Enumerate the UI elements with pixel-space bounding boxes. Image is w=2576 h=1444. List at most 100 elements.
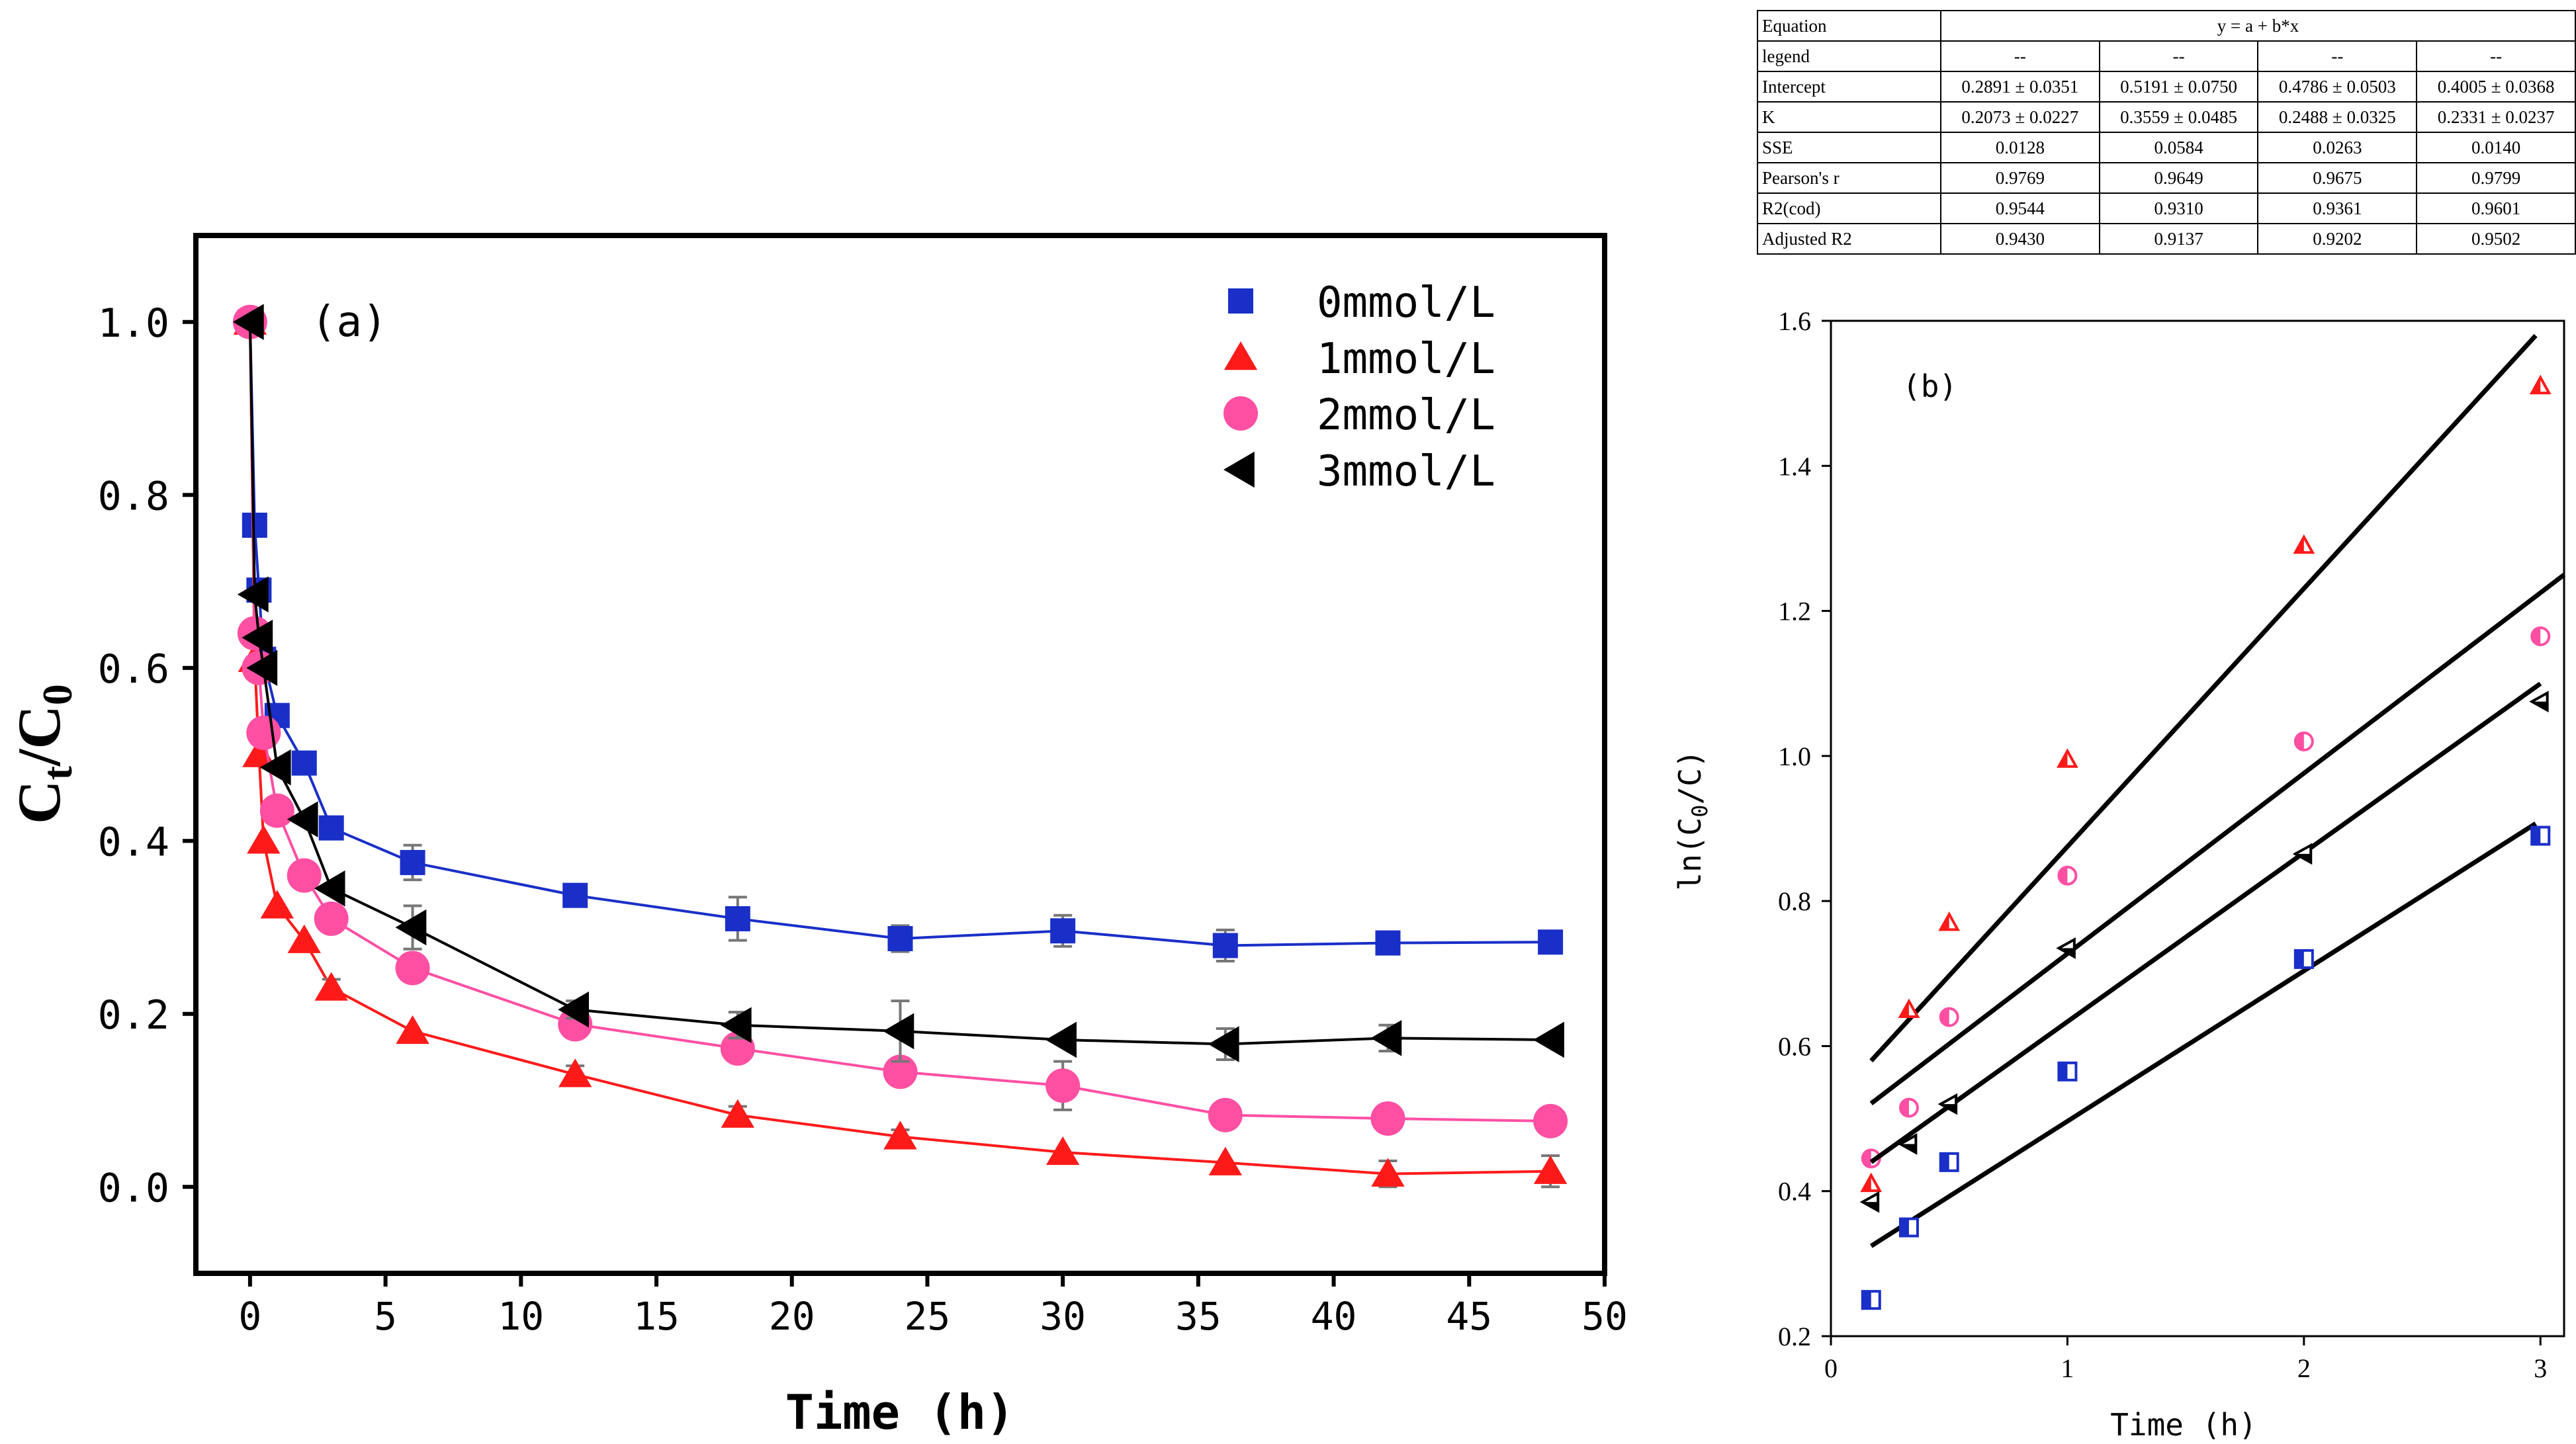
row-label: Adjusted R2 bbox=[1757, 223, 1941, 255]
cell: 0.9202 bbox=[2257, 223, 2418, 255]
data-point bbox=[1370, 1020, 1402, 1056]
marker-fill bbox=[2295, 732, 2304, 750]
data-point bbox=[721, 1099, 755, 1128]
marker-fill bbox=[1940, 1153, 1949, 1171]
cell: 0.9137 bbox=[2098, 223, 2259, 255]
x-axis-title-a: Time (h) bbox=[785, 1384, 1015, 1440]
x-tick-label: 10 bbox=[498, 1294, 544, 1339]
cell: 0.0140 bbox=[2416, 132, 2576, 163]
marker-fill bbox=[1900, 1144, 1916, 1153]
fit-line bbox=[1869, 573, 2566, 1105]
marker-fill bbox=[2532, 827, 2541, 845]
x-tick-label: 2 bbox=[2297, 1353, 2311, 1383]
table-row: Equation y = a + b*x bbox=[1757, 10, 2576, 42]
cell: 0.4005 ± 0.0368 bbox=[2416, 71, 2576, 103]
data-point bbox=[1939, 1007, 1959, 1027]
data-point bbox=[1898, 1097, 1919, 1118]
marker-fill bbox=[2532, 377, 2541, 394]
data-point bbox=[1533, 1021, 1564, 1058]
cell: -- bbox=[1939, 40, 2100, 72]
data-point bbox=[287, 858, 322, 893]
data-point bbox=[1208, 1026, 1239, 1062]
x-axis-title-b: Time (h) bbox=[2110, 1407, 2257, 1443]
cell: 0.2891 ± 0.0351 bbox=[1939, 71, 2100, 103]
data-point bbox=[1212, 933, 1238, 958]
x-tick-label: 1 bbox=[2061, 1353, 2074, 1383]
data-point bbox=[318, 815, 344, 841]
table-row: Intercept 0.2891 ± 0.0351 0.5191 ± 0.075… bbox=[1757, 71, 2576, 103]
x-tick-label: 20 bbox=[769, 1294, 815, 1339]
data-point bbox=[1370, 1101, 1405, 1136]
data-point bbox=[1938, 911, 1961, 931]
legend-label: 1mmol/L bbox=[1317, 335, 1495, 384]
series-b bbox=[1859, 333, 2566, 1310]
cell: 0.9601 bbox=[2416, 192, 2576, 224]
x-tick-label: 45 bbox=[1446, 1294, 1492, 1339]
cell: 0.5191 ± 0.0750 bbox=[2098, 71, 2259, 103]
marker-fill bbox=[1862, 1202, 1879, 1211]
x-tick-label: 35 bbox=[1175, 1294, 1221, 1339]
data-point bbox=[259, 749, 291, 786]
marker-fill bbox=[1900, 1218, 1909, 1236]
data-point bbox=[887, 925, 913, 951]
data-point bbox=[395, 909, 427, 946]
cell: 0.9675 bbox=[2257, 162, 2418, 194]
cell: 0.9544 bbox=[1939, 192, 2100, 224]
data-point bbox=[314, 870, 345, 907]
cell: 0.2331 ± 0.0237 bbox=[2416, 101, 2576, 133]
data-point bbox=[400, 849, 425, 875]
cell: 0.9769 bbox=[1939, 162, 2100, 194]
data-point bbox=[2292, 843, 2313, 865]
data-point bbox=[287, 924, 321, 953]
data-point bbox=[883, 1013, 914, 1050]
cell: 0.2488 ± 0.0325 bbox=[2257, 101, 2418, 133]
legend-marker bbox=[1223, 451, 1255, 488]
cell: 0.3559 ± 0.0485 bbox=[2098, 101, 2259, 133]
x-tick-label: 50 bbox=[1581, 1294, 1628, 1339]
legend-marker bbox=[1228, 288, 1253, 314]
data-point bbox=[558, 1058, 592, 1087]
marker-fill bbox=[2532, 701, 2548, 710]
x-tick-label: 3 bbox=[2534, 1353, 2547, 1383]
data-point bbox=[2057, 748, 2078, 768]
row-label: Pearson's r bbox=[1757, 162, 1941, 194]
cell: 0.9502 bbox=[2416, 223, 2576, 255]
data-point bbox=[725, 906, 750, 931]
data-point bbox=[720, 1007, 752, 1044]
row-label: legend bbox=[1757, 40, 1941, 72]
row-label: Intercept bbox=[1757, 71, 1941, 103]
table-row: R2(cod) 0.9544 0.9310 0.9361 0.9601 bbox=[1757, 192, 2576, 224]
fit-line bbox=[1869, 822, 2537, 1248]
data-point bbox=[1375, 930, 1401, 956]
row-label: K bbox=[1757, 101, 1941, 133]
row-label: R2(cod) bbox=[1757, 192, 1941, 224]
cell: 0.9649 bbox=[2098, 162, 2259, 194]
series-a bbox=[232, 304, 1568, 1189]
y-tick-label: 0.6 bbox=[1778, 1031, 1811, 1061]
series-b-0 bbox=[1861, 822, 2551, 1310]
x-tick-label: 15 bbox=[633, 1294, 680, 1339]
y-tick-label: 1.2 bbox=[1778, 597, 1811, 626]
y-tick-label: 1.0 bbox=[98, 300, 169, 347]
x-axis-b: 0 1 2 3 bbox=[1824, 1336, 2547, 1383]
data-point bbox=[247, 825, 281, 854]
x-tick-label: 30 bbox=[1040, 1294, 1086, 1339]
legend-marker bbox=[1223, 341, 1258, 370]
y-axis-a: 0.0 0.2 0.4 0.6 0.8 1.0 bbox=[98, 300, 196, 1211]
y-tick-label: 0.4 bbox=[1778, 1177, 1811, 1207]
data-point bbox=[1050, 918, 1076, 944]
data-point bbox=[287, 801, 318, 837]
data-point bbox=[1861, 1290, 1881, 1310]
y-tick-label: 1.4 bbox=[1778, 451, 1811, 481]
x-tick-label: 0 bbox=[238, 1294, 261, 1339]
y-tick-label: 0.2 bbox=[1778, 1322, 1811, 1351]
marker-fill bbox=[1940, 914, 1949, 930]
data-point bbox=[291, 750, 317, 776]
data-point bbox=[1208, 1097, 1243, 1132]
data-point bbox=[562, 882, 588, 908]
data-point bbox=[232, 304, 264, 341]
legend-label: 3mmol/L bbox=[1317, 447, 1495, 496]
x-axis-a: 0 5 10 15 20 25 30 35 40 45 50 bbox=[238, 1273, 1628, 1339]
